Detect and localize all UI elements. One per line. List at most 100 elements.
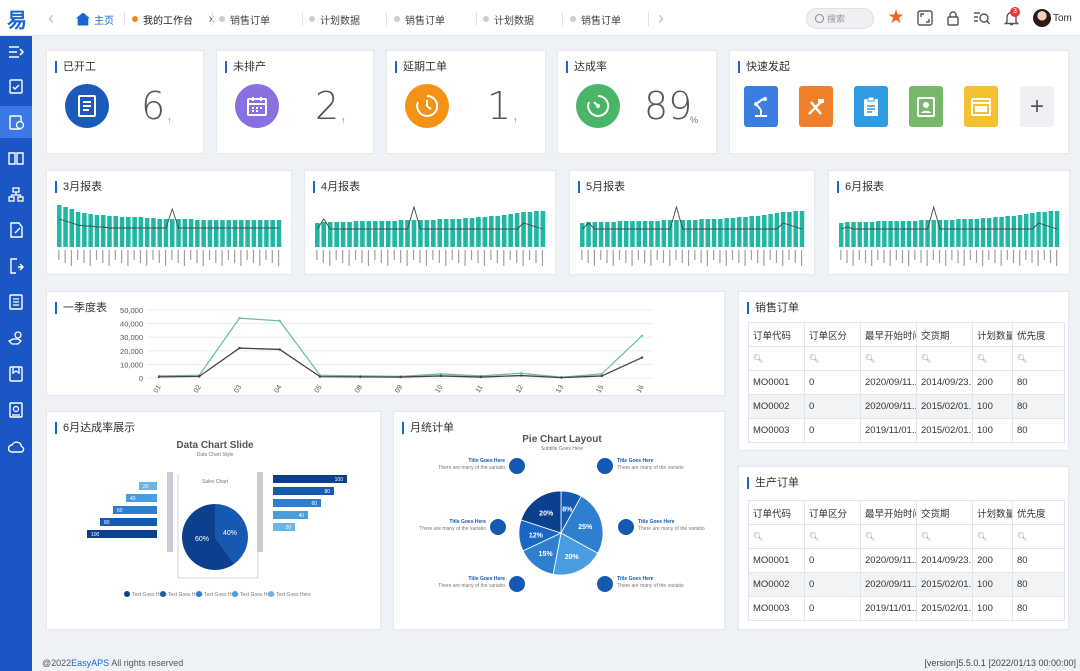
column-header[interactable]: 订单区分 xyxy=(804,322,861,347)
tab-my-workbench[interactable]: 我的工作台 x xyxy=(132,8,214,30)
robot-arm-icon[interactable] xyxy=(744,86,778,127)
column-header[interactable]: 交货期 xyxy=(916,500,973,525)
hierarchy-icon[interactable] xyxy=(0,178,32,210)
lock-icon[interactable] xyxy=(944,9,962,27)
avatar[interactable] xyxy=(1033,9,1051,27)
edit-doc-icon[interactable] xyxy=(0,214,32,246)
kpi-card-started[interactable]: 已开工 6 ↑ xyxy=(46,50,204,154)
column-header[interactable]: 订单代码 xyxy=(748,500,805,525)
tab-home[interactable]: 主页 xyxy=(76,8,114,30)
tab-sales-order[interactable]: 销售订单 xyxy=(570,8,621,30)
tab-plan-data[interactable]: 计划数据 xyxy=(309,8,360,30)
report-bar xyxy=(993,217,998,247)
left-bar xyxy=(113,506,157,514)
search-list-icon[interactable] xyxy=(972,9,990,27)
center-frame xyxy=(177,474,259,579)
report-card-may[interactable]: 5月报表 xyxy=(569,170,815,275)
report-bar xyxy=(592,222,598,247)
table-row[interactable]: MO0003 0 2019/11/01... 2015/02/01... 100 80 xyxy=(748,596,1065,621)
search-box[interactable]: 搜索 xyxy=(806,8,874,29)
report-tick-label xyxy=(400,250,402,263)
column-header[interactable]: 交货期 xyxy=(916,322,973,347)
clipboard-icon[interactable] xyxy=(854,86,888,127)
calendar-doc-icon[interactable] xyxy=(0,106,32,138)
filter-search-icon[interactable]: 🔍︎ xyxy=(804,346,861,371)
report-tick-label xyxy=(139,250,142,263)
filter-search-icon[interactable]: 🔍︎ xyxy=(860,524,917,549)
list-doc-icon[interactable] xyxy=(0,286,32,318)
table-row[interactable]: MO0001 0 2020/09/11... 2014/09/23... 200 80 xyxy=(748,370,1065,395)
report-bar xyxy=(157,219,162,247)
filter-search-icon[interactable]: 🔍︎ xyxy=(748,524,805,549)
report-card-june[interactable]: 6月报表 xyxy=(828,170,1070,275)
kpi-card-unscheduled[interactable]: 未排产 2 ↑ xyxy=(216,50,374,154)
footer-brand[interactable]: EasyAPS xyxy=(71,658,110,668)
add-quick-action-button[interactable]: + xyxy=(1020,86,1054,127)
filter-search-icon[interactable]: 🔍︎ xyxy=(860,346,917,371)
x-tick-label: 11 xyxy=(475,384,485,394)
tabs-scroll-right-icon[interactable]: › xyxy=(658,8,664,28)
callout-text: There are many of the variatio xyxy=(438,465,505,471)
user-card-icon[interactable] xyxy=(909,86,943,127)
table-row[interactable]: MO0002 0 2020/09/11... 2015/02/01... 100 80 xyxy=(748,394,1065,419)
report-tick-label xyxy=(775,250,778,263)
gauge-icon xyxy=(576,84,620,128)
file-box-icon[interactable] xyxy=(0,358,32,390)
report-tick-label xyxy=(612,250,614,266)
column-header[interactable]: 最早开始时间 xyxy=(860,500,917,525)
report-card-march[interactable]: 3月报表 xyxy=(46,170,292,275)
book-icon[interactable] xyxy=(0,142,32,174)
column-header[interactable]: 订单区分 xyxy=(804,500,861,525)
tab-sales-order[interactable]: 销售订单 xyxy=(219,8,270,30)
report-bar xyxy=(527,212,533,247)
report-bar xyxy=(463,218,468,247)
card-title: 4月报表 xyxy=(313,181,360,193)
column-header[interactable]: 计划数量 xyxy=(972,322,1013,347)
clipboard-check-icon[interactable] xyxy=(0,70,32,102)
column-header[interactable]: 优先度 xyxy=(1012,322,1065,347)
filter-search-icon[interactable]: 🔍︎ xyxy=(748,346,805,371)
cloud-icon[interactable] xyxy=(0,430,32,462)
tab-plan-data[interactable]: 计划数据 xyxy=(483,8,534,30)
column-header[interactable]: 订单代码 xyxy=(748,322,805,347)
app-logo[interactable]: 易 xyxy=(7,7,27,32)
report-bar xyxy=(132,217,137,247)
menu-toggle-icon[interactable] xyxy=(0,36,32,68)
column-header[interactable]: 最早开始时间 xyxy=(860,322,917,347)
column-header[interactable]: 计划数量 xyxy=(972,500,1013,525)
report-bar xyxy=(353,221,359,247)
report-bar xyxy=(188,219,194,247)
import-icon[interactable] xyxy=(0,250,32,282)
kpi-card-delayed[interactable]: 延期工单 1 ↑ xyxy=(386,50,546,154)
table-row[interactable]: MO0001 0 2020/09/11... 2014/09/23... 200 80 xyxy=(748,548,1065,573)
table-row[interactable]: MO0002 0 2020/09/11... 2015/02/01... 100 80 xyxy=(748,572,1065,597)
filter-search-icon[interactable]: 🔍︎ xyxy=(916,346,973,371)
kpi-card-achievement[interactable]: 达成率 89 % xyxy=(557,50,717,154)
report-bar xyxy=(431,220,436,247)
report-bar xyxy=(534,211,539,247)
window-icon[interactable] xyxy=(964,86,998,127)
filter-search-icon[interactable]: 🔍︎ xyxy=(916,524,973,549)
filter-search-icon[interactable]: 🔍︎ xyxy=(972,346,1013,371)
filter-search-icon[interactable]: 🔍︎ xyxy=(804,524,861,549)
tab-sales-order[interactable]: 销售订单 xyxy=(394,8,445,30)
hand-coin-icon[interactable] xyxy=(0,322,32,354)
filter-search-icon[interactable]: 🔍︎ xyxy=(972,524,1013,549)
table-row[interactable]: MO0003 0 2019/11/01... 2015/02/01... 100 80 xyxy=(748,418,1065,443)
report-icon[interactable] xyxy=(0,394,32,426)
filter-search-icon[interactable]: 🔍︎ xyxy=(1012,346,1065,371)
tab-close-icon[interactable]: x xyxy=(209,14,214,25)
report-tick-label xyxy=(644,250,646,263)
favorite-star-icon[interactable]: ★ xyxy=(887,7,905,28)
column-header[interactable]: 优先度 xyxy=(1012,500,1065,525)
tabs-scroll-left-icon[interactable]: ‹ xyxy=(48,8,54,28)
report-bar xyxy=(956,219,961,247)
report-card-april[interactable]: 4月报表 xyxy=(304,170,556,275)
filter-search-icon[interactable]: 🔍︎ xyxy=(1012,524,1065,549)
tab-label: 计划数据 xyxy=(320,15,360,27)
fullscreen-icon[interactable] xyxy=(916,9,934,27)
sales-orders-card: 销售订单 订单代码 订单区分 最早开始时间 交货期 计划数量 优先度 🔍︎ 🔍︎ 🔍︎ 🔍︎ 🔍︎ 🔍… xyxy=(738,291,1069,451)
user-name[interactable]: Tom xyxy=(1053,13,1072,24)
tools-icon[interactable] xyxy=(799,86,833,127)
